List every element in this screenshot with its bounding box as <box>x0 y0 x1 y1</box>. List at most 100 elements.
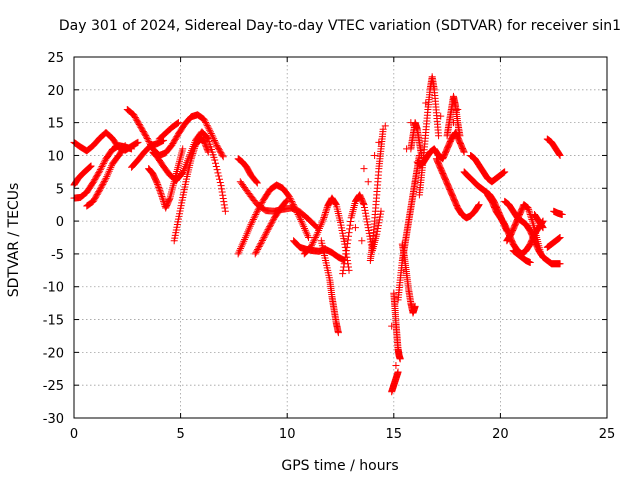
data-point <box>97 183 105 191</box>
data-point <box>359 199 367 207</box>
data-point <box>97 164 105 172</box>
data-point <box>187 155 195 163</box>
data-point <box>347 218 355 226</box>
data-point <box>556 234 564 241</box>
data-point <box>159 196 167 204</box>
data-point <box>305 234 313 241</box>
data-point <box>375 138 383 146</box>
y-tick-label: 20 <box>47 84 64 99</box>
data-point <box>256 241 264 249</box>
data-point <box>300 223 308 231</box>
data-point <box>344 236 352 244</box>
data-point <box>219 194 227 202</box>
data-point <box>96 186 104 194</box>
data-point <box>174 119 182 127</box>
data-point <box>302 228 310 236</box>
data-point <box>214 169 222 177</box>
data-point <box>260 233 268 241</box>
data-point <box>539 224 547 232</box>
data-point <box>262 230 270 238</box>
data-point <box>237 244 245 252</box>
data-point <box>365 227 373 235</box>
data-point <box>201 117 209 125</box>
data-point <box>283 196 291 204</box>
y-tick-label: -15 <box>43 314 64 329</box>
data-point <box>100 159 108 167</box>
data-point <box>253 179 261 187</box>
data-point <box>375 216 383 224</box>
data-point <box>475 202 483 210</box>
data-point <box>218 188 226 196</box>
data-point <box>403 145 411 153</box>
data-point <box>537 250 545 258</box>
data-point <box>258 238 266 246</box>
data-point <box>219 153 227 161</box>
data-point <box>204 148 212 156</box>
data-point <box>392 361 400 369</box>
data-point <box>528 215 536 223</box>
data-point <box>322 209 330 217</box>
data-point <box>158 192 166 200</box>
y-tick-label: -20 <box>43 346 64 361</box>
data-point <box>234 250 242 258</box>
data-point <box>460 148 468 156</box>
data-point <box>351 224 359 232</box>
data-point <box>526 258 534 266</box>
data-point <box>525 242 533 250</box>
data-point <box>252 248 260 256</box>
data-point <box>101 176 109 184</box>
data-point <box>539 223 547 231</box>
data-point <box>154 182 162 190</box>
y-tick-label: -5 <box>51 248 64 263</box>
data-point <box>218 151 226 159</box>
data-point <box>310 237 318 245</box>
data-point <box>209 133 217 141</box>
data-point <box>254 245 262 253</box>
data-point <box>360 201 368 209</box>
data-point <box>506 232 514 240</box>
x-axis-label: GPS time / hours <box>281 458 398 474</box>
data-point <box>249 217 257 225</box>
data-point <box>296 214 304 222</box>
data-point <box>99 161 107 169</box>
data-point <box>342 247 350 255</box>
data-point <box>449 119 457 127</box>
data-point <box>251 250 259 258</box>
data-point <box>104 171 112 179</box>
data-point <box>106 165 114 173</box>
data-point <box>153 179 161 187</box>
data-point <box>142 132 150 140</box>
data-point <box>216 175 224 183</box>
data-point <box>361 206 369 214</box>
data-point <box>105 167 113 175</box>
data-point <box>365 229 373 237</box>
data-point <box>240 237 248 245</box>
data-point <box>304 232 312 240</box>
x-tick-label: 20 <box>492 427 509 442</box>
data-point <box>103 173 111 181</box>
data-point <box>358 237 366 245</box>
plot-frame <box>73 56 608 419</box>
data-point <box>364 221 372 229</box>
data-point <box>235 248 243 256</box>
data-point <box>524 204 532 212</box>
data-point <box>362 209 370 217</box>
data-point <box>236 246 244 254</box>
data-point <box>371 151 379 159</box>
data-point <box>297 216 305 224</box>
data-point <box>202 118 210 126</box>
grid <box>74 57 607 418</box>
data-point <box>311 235 319 243</box>
data-point <box>108 162 116 170</box>
data-point <box>257 201 265 209</box>
data-point <box>98 182 106 190</box>
data-point <box>213 166 221 174</box>
data-point <box>204 147 212 155</box>
data-point <box>500 219 508 227</box>
data-point <box>237 243 245 251</box>
data-point <box>120 143 128 151</box>
data-point <box>373 227 381 235</box>
data-point <box>156 186 164 194</box>
data-point <box>422 99 430 107</box>
